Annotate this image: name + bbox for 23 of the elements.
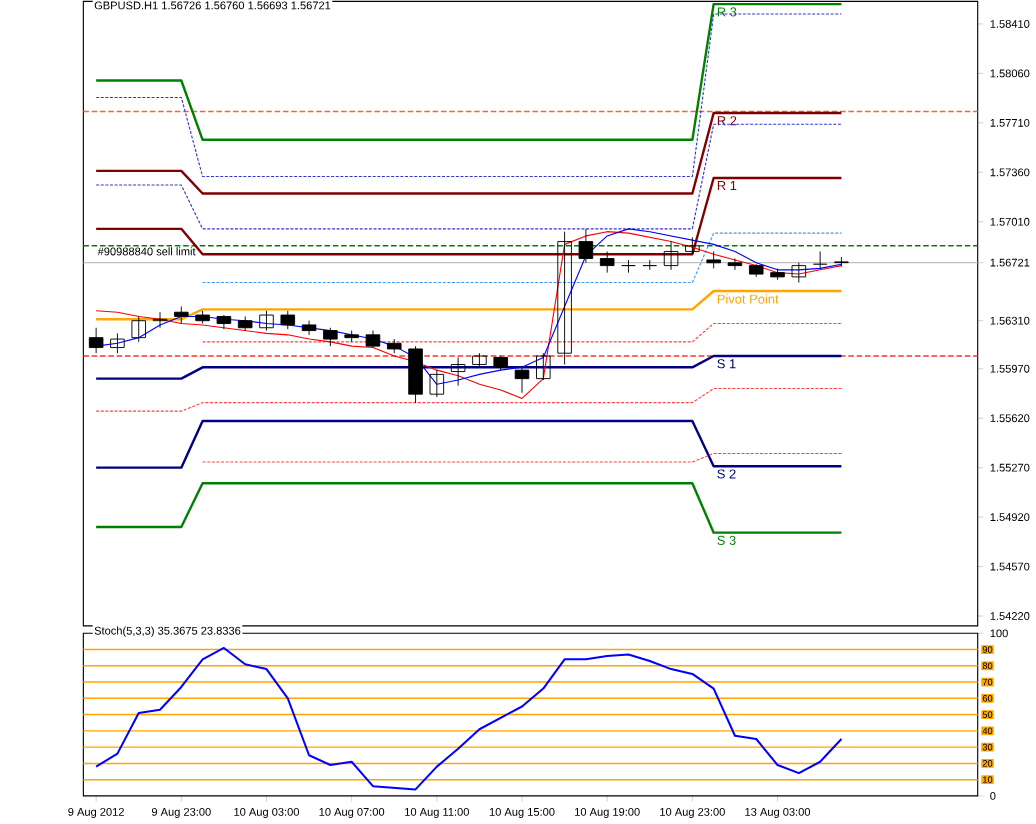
- candlestick: [685, 236, 700, 255]
- candlestick: [280, 310, 296, 330]
- candlestick: [557, 231, 572, 365]
- candlestick: [259, 310, 274, 331]
- candlestick: [727, 257, 743, 271]
- candlestick: [110, 332, 125, 354]
- candlestick: [131, 315, 146, 343]
- candlestick: [642, 259, 658, 271]
- candlestick: [152, 311, 168, 329]
- candlestick: [216, 314, 232, 330]
- candlestick: [323, 327, 338, 347]
- candlestick: [88, 327, 104, 354]
- candlestick: [514, 365, 530, 394]
- candlestick: [408, 345, 423, 404]
- candlestick: [663, 241, 679, 271]
- candlestick: [536, 352, 551, 381]
- candlestick: [578, 228, 594, 264]
- candlestick: [429, 369, 445, 398]
- candlestick: [812, 250, 828, 269]
- candlestick: [599, 250, 615, 274]
- candlestick: [450, 356, 466, 387]
- candlestick: [301, 320, 317, 336]
- candlestick: [791, 262, 807, 283]
